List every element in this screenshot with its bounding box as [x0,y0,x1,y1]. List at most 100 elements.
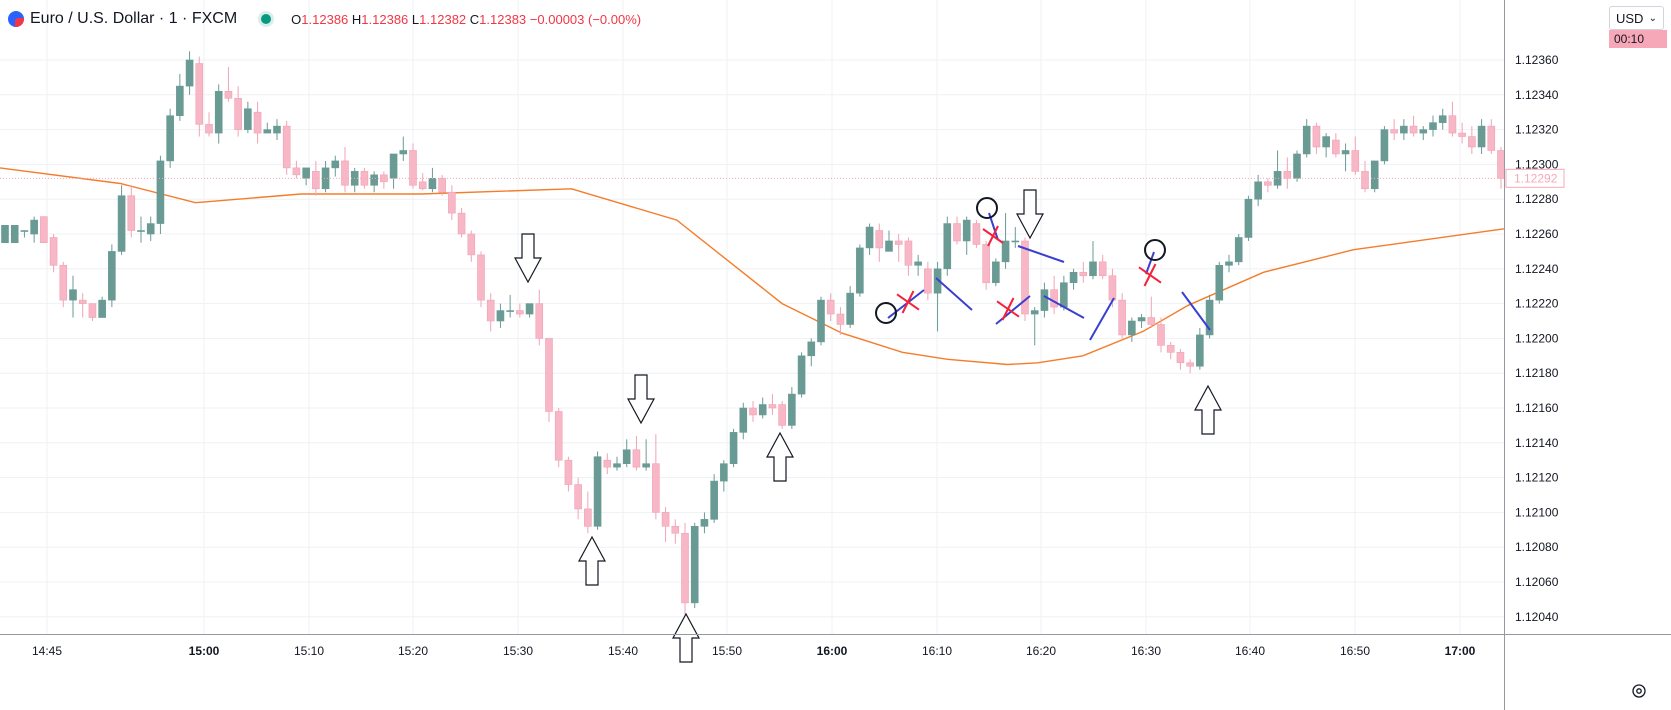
candle-body [1400,125,1408,134]
candle-body [88,303,97,318]
candle-body [632,449,641,468]
y-tick-label: 1.12040 [1515,610,1559,624]
trend-line-drawing [1043,295,1085,319]
candle-body [195,63,204,125]
candle-body [924,268,932,294]
candle-body [1409,125,1418,134]
market-open-dot-icon [261,14,272,24]
candle-body [778,404,786,426]
candle-body [370,174,378,186]
candle-body [30,219,38,235]
candle-body [1283,171,1292,179]
circle-marker [976,197,998,219]
x-tick-label: 14:45 [32,644,62,658]
trend-line-drawing [1017,245,1065,263]
candle-body [244,108,252,130]
cross-marker [1143,263,1157,287]
candle-body [496,310,505,322]
candle-body [904,240,913,266]
x-tick-label: 15:20 [398,644,428,658]
candle-body [108,251,116,301]
gear-icon[interactable] [1631,683,1647,699]
candle-body [516,310,524,315]
chevron-down-icon: ⌄ [1648,12,1657,24]
candle-body [933,268,942,294]
candle-body [341,160,349,186]
candle-body [292,167,301,176]
candle-body [1341,150,1350,155]
candle-body [953,223,961,242]
candle-body [1458,132,1466,137]
candle-body [467,233,476,256]
flag-icon [8,11,24,27]
candle-body [1293,153,1301,179]
up-arrow-marker [765,431,795,482]
candle-body [486,299,495,322]
candle-body [1118,299,1126,336]
candle-body [1215,265,1224,301]
candle-body [807,341,816,357]
candle-body [710,480,718,520]
circle-marker [875,302,897,324]
trend-line-drawing [1145,251,1155,275]
currency-select[interactable]: USD ⌄ [1609,6,1664,30]
candle-body [1166,345,1175,353]
up-arrow-marker [671,612,701,663]
candle-body [457,212,466,235]
candle-body [836,313,845,325]
high-key: H [351,11,362,27]
candle-body [331,160,340,169]
candle-body [1390,129,1398,134]
y-tick-label: 1.12360 [1515,53,1559,67]
x-tick-label: 17:00 [1445,644,1476,658]
x-tick-label: 16:00 [817,644,848,658]
candle-body [1322,136,1330,148]
trend-line-drawing [935,277,973,311]
moving-average-path [0,167,1505,366]
candle-body [1487,125,1496,151]
candle-body [622,449,631,464]
candle-body [166,115,174,162]
low-key: L [411,11,420,27]
candle-body [1069,271,1078,284]
candle-body [1011,240,1020,243]
y-tick-label: 1.12240 [1515,262,1559,276]
candle-body [176,85,184,116]
candle-body [1176,352,1185,364]
x-tick-label: 15:50 [712,644,742,658]
candle-body [671,526,680,534]
drawing-annotations[interactable] [513,189,1223,663]
circle-marker [1144,239,1166,261]
y-tick-label: 1.12140 [1515,436,1559,450]
candle-body [234,97,242,130]
trend-line-drawing [1089,297,1115,341]
x-tick-label: 16:20 [1026,644,1056,658]
candle-body [982,244,990,284]
candle-body [1419,129,1428,134]
candle-body [1157,324,1165,346]
candle-body [885,240,893,252]
chart-grid [0,0,1504,634]
candle-body [788,393,796,426]
candle-body [1001,240,1010,263]
candle-body [613,463,621,468]
candle-body [690,526,699,604]
candle-body [273,125,281,134]
candle-body [554,411,563,461]
symbol-title[interactable]: Euro / U.S. Dollar · 1 · FXCM [30,10,238,27]
candle-body [1438,115,1447,123]
x-tick-label: 15:30 [503,644,533,658]
trend-line-drawing [1181,291,1211,331]
candle-body [865,226,874,249]
candle-body [700,519,709,527]
candle-body [574,484,582,510]
up-arrow-marker [1193,384,1223,435]
candle-body [603,459,612,468]
candle-body [1079,271,1088,277]
candle-body [661,512,670,527]
candle-body [758,404,767,416]
candle-body [282,125,291,169]
x-tick-label: 15:00 [189,644,220,658]
candle-body [312,171,320,190]
